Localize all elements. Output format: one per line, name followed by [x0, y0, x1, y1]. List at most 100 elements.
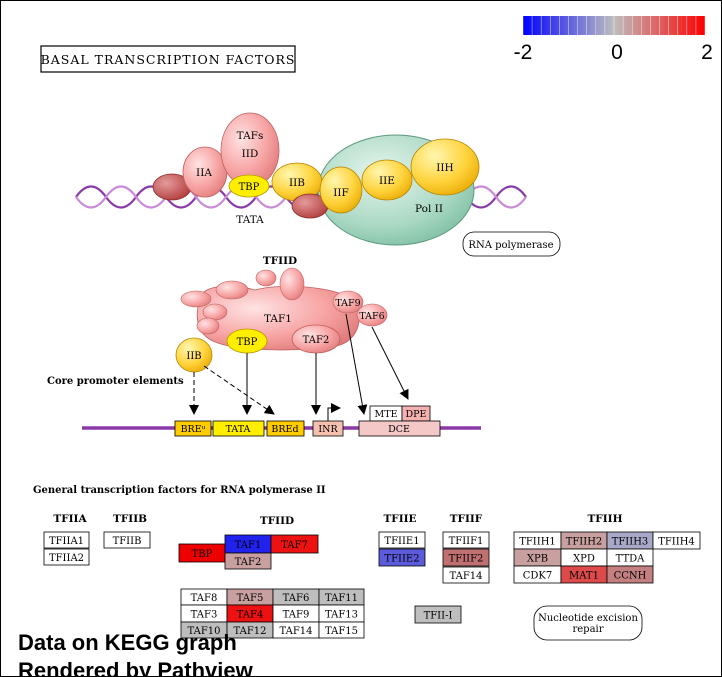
gene-taf4-label: TAF4 — [237, 610, 264, 621]
gene-tfiif-taf14[interactable]: TAF14 — [442, 566, 490, 584]
gene-tfii-i-box[interactable] — [414, 605, 462, 624]
taf9-shape — [332, 290, 364, 314]
gene-mat1-label: MAT1 — [569, 571, 599, 582]
gene-tfiif1-box[interactable] — [442, 531, 490, 549]
gene-taf6[interactable]: TAF6 — [272, 588, 320, 606]
tfiid-tbp-label: TBP — [237, 337, 258, 348]
gene-tfiih4-label: TFIIH4 — [658, 537, 695, 548]
gene-tfii-i[interactable]: TFII-I — [414, 605, 462, 624]
gene-taf11[interactable]: TAF11 — [318, 588, 365, 606]
taf1-label: TAF1 — [264, 313, 292, 325]
gene-tfiih3[interactable]: TFIIH3 — [606, 531, 654, 550]
gene-taf2[interactable]: TAF2 — [224, 552, 272, 570]
legend-max-label: 2 — [701, 41, 713, 64]
iid-label: IID — [242, 148, 259, 160]
gene-taf1[interactable]: TAF1 — [224, 534, 272, 554]
bred-element — [266, 420, 305, 437]
tafs-label: TAFs — [237, 130, 264, 142]
gene-xpb[interactable]: XPB — [513, 548, 562, 567]
gene-xpd-label: XPD — [573, 554, 595, 565]
gene-taf9-label: TAF9 — [283, 610, 310, 621]
iih-shape — [410, 138, 480, 196]
gene-taf7[interactable]: TAF7 — [270, 534, 319, 554]
color-legend: -2 0 2 — [514, 16, 713, 64]
footer-line2: Rendered by Pathview — [18, 658, 254, 677]
tbp-label: TBP — [239, 182, 260, 193]
gene-taf15[interactable]: TAF15 — [318, 621, 365, 639]
gene-taf5[interactable]: TAF5 — [226, 588, 274, 606]
gene-tfiia1[interactable]: TFIIA1 — [43, 531, 90, 549]
taf2-label: TAF2 — [303, 335, 330, 346]
gene-tfiif-taf14-box[interactable] — [442, 566, 490, 584]
tata-label: TATA — [236, 214, 264, 226]
gene-taf8[interactable]: TAF8 — [180, 588, 228, 606]
gene-tfiia2-label: TFIIA2 — [49, 553, 84, 564]
taf-lobe — [180, 290, 212, 308]
diagram-title-text: BASAL TRANSCRIPTION FACTORS — [41, 52, 296, 67]
tfiif-header: TFIIF — [450, 513, 483, 525]
gene-taf15-box[interactable] — [318, 621, 365, 639]
gene-taf1-label: TAF1 — [235, 540, 262, 551]
gene-taf13[interactable]: TAF13 — [318, 604, 365, 623]
rna-polymerase-box[interactable] — [462, 231, 561, 257]
arrow-taf6-dpe — [371, 326, 409, 400]
inr-element — [312, 420, 344, 437]
legend-mid-label: 0 — [611, 41, 623, 64]
gene-ccnh[interactable]: CCNH — [606, 565, 654, 584]
tfiih-header: TFIIH — [587, 513, 622, 525]
gene-xpd[interactable]: XPD — [560, 548, 608, 567]
gene-taf6-label: TAF6 — [283, 593, 310, 604]
tata-element — [212, 420, 265, 437]
gene-taf5-label: TAF5 — [237, 593, 264, 604]
gene-tfiie1-box[interactable] — [378, 531, 426, 549]
gene-tfiib[interactable]: TFIIB — [103, 531, 151, 549]
gene-tfiie1[interactable]: TFIIE1 — [378, 531, 426, 549]
gene-tfiif2[interactable]: TFIIF2 — [442, 548, 490, 567]
tfiid-structure: TFIID TAF1 TAF9 TAF6 TBP TAF2 IIB Core p… — [47, 255, 481, 437]
tata-element-label: TATA — [226, 424, 251, 435]
arrow-iib-bred — [203, 365, 275, 415]
gene-cdk7[interactable]: CDK7 — [513, 565, 562, 584]
breu-element — [174, 420, 212, 437]
gene-tfiie2[interactable]: TFIIE2 — [378, 548, 426, 567]
gene-tfiih2[interactable]: TFIIH2 — [560, 531, 608, 550]
taf9-label: TAF9 — [335, 298, 360, 309]
preinitiation-complex: TAFs IID IIA TBP IIB IIF IIE IIH Pol II … — [152, 112, 561, 257]
gene-taf9[interactable]: TAF9 — [272, 604, 320, 623]
gene-ccnh-box[interactable] — [606, 565, 654, 584]
gene-taf11-label: TAF11 — [325, 593, 358, 604]
gene-taf7-box[interactable] — [270, 534, 319, 554]
gene-tfiih4[interactable]: TFIIH4 — [652, 531, 701, 550]
gene-tbp-label: TBP — [192, 549, 213, 560]
gene-tfiih1[interactable]: TFIIH1 — [513, 531, 562, 550]
gene-tfiif1[interactable]: TFIIF1 — [442, 531, 490, 549]
iie-label: IIE — [379, 175, 395, 187]
gene-taf2-box[interactable] — [224, 552, 272, 570]
tfiia-header: TFIIA — [53, 513, 87, 525]
gene-cdk7-label: CDK7 — [523, 571, 553, 582]
gene-tbp[interactable]: TBP — [178, 543, 226, 563]
gene-taf4[interactable]: TAF4 — [226, 604, 274, 623]
gene-tfiih4-box[interactable] — [652, 531, 701, 550]
gene-ttda[interactable]: TTDA — [606, 548, 654, 567]
gene-taf3[interactable]: TAF3 — [180, 604, 228, 623]
pol2-label: Pol II — [415, 203, 443, 215]
nucleotide-excision-repair-box[interactable] — [533, 605, 643, 641]
iih-label: IIH — [436, 162, 453, 174]
gene-tfiia2-box[interactable] — [43, 548, 90, 566]
gene-taf13-label: TAF13 — [325, 610, 358, 621]
gene-tfiib-box[interactable] — [103, 531, 151, 549]
gene-taf12[interactable]: TAF12 — [226, 621, 274, 639]
iif-shape — [319, 166, 363, 214]
gene-taf8-label: TAF8 — [191, 593, 218, 604]
gene-tfiif2-box[interactable] — [442, 548, 490, 567]
gene-taf14-label: TAF14 — [279, 626, 312, 637]
gene-mat1[interactable]: MAT1 — [560, 565, 608, 584]
gene-tfiia1-box[interactable] — [43, 531, 90, 549]
gene-tfiih2-label: TFIIH2 — [566, 537, 603, 548]
gene-tfiia2[interactable]: TFIIA2 — [43, 548, 90, 566]
gene-tfiif2-label: TFIIF2 — [449, 554, 484, 565]
gene-taf14[interactable]: TAF14 — [272, 621, 320, 639]
gene-tfiie2-box[interactable] — [378, 548, 426, 567]
